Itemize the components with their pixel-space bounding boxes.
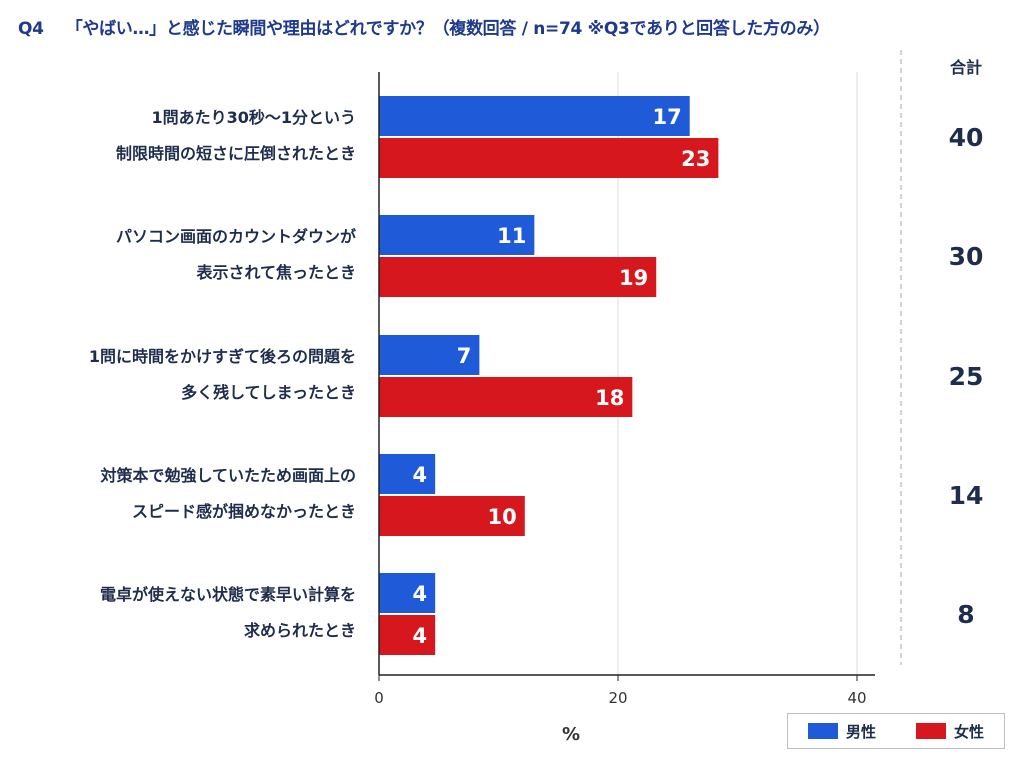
- bar-female-0: [379, 138, 719, 178]
- category-label-0-1: 制限時間の短さに圧倒されたとき: [116, 144, 356, 163]
- bar-female-4: [379, 615, 436, 655]
- category-label-4-0: 電卓が使えない状態で素早い計算を: [100, 585, 356, 604]
- total-value-0: 40: [949, 123, 984, 152]
- bar-female-3: [379, 496, 525, 536]
- bar-value-label-male-3: 4: [413, 463, 428, 487]
- bar-value-label-male-4: 4: [413, 582, 428, 606]
- legend-item-male: 男性: [807, 721, 876, 742]
- category-label-3-0: 対策本で勉強していたため画面上の: [99, 466, 356, 485]
- bar-value-label-female-2: 18: [595, 386, 624, 410]
- total-value-2: 25: [949, 362, 984, 391]
- category-label-0-0: 1問あたり30秒〜1分という: [151, 108, 356, 127]
- category-label-3-1: スピード感が掴めなかったとき: [132, 502, 356, 521]
- bar-male-3: [379, 454, 436, 494]
- bar-value-label-female-4: 4: [413, 624, 428, 648]
- legend-item-female: 女性: [915, 721, 984, 742]
- bar-male-2: [379, 335, 480, 375]
- bar-value-label-female-3: 10: [488, 505, 517, 529]
- category-label-1-0: パソコン画面のカウントダウンが: [116, 227, 356, 246]
- legend-swatch-male: [807, 723, 838, 739]
- bar-value-label-male-1: 11: [497, 224, 526, 248]
- category-label-1-1: 表示されて焦ったとき: [195, 263, 356, 282]
- bar-value-label-male-2: 7: [457, 344, 472, 368]
- legend: 男性 女性: [787, 713, 1005, 749]
- legend-label-female: 女性: [953, 722, 984, 741]
- bar-male-4: [379, 573, 436, 613]
- x-axis-label: %: [562, 724, 580, 745]
- bar-female-1: [379, 257, 657, 297]
- bar-male-1: [379, 215, 535, 255]
- bar-value-label-male-0: 17: [652, 105, 681, 129]
- chart-title: Q4 「やばい…」と感じた瞬間や理由はどれですか？（複数回答 / n=74 ※Q3…: [18, 14, 830, 39]
- category-label-2-0: 1問に時間をかけすぎて後ろの問題を: [89, 347, 356, 366]
- total-value-3: 14: [949, 481, 984, 510]
- total-value-4: 8: [957, 600, 974, 629]
- bar-male-0: [379, 96, 690, 136]
- category-label-4-1: 求められたとき: [244, 621, 356, 640]
- total-column-header: 合計: [949, 58, 982, 77]
- bar-value-label-female-1: 19: [619, 266, 648, 290]
- bar-value-label-female-0: 23: [681, 147, 710, 171]
- total-value-1: 30: [949, 242, 984, 271]
- x-tick-label-40: 40: [847, 689, 866, 707]
- category-label-2-1: 多く残してしまったとき: [181, 383, 356, 402]
- question-text: 「やばい…」と感じた瞬間や理由はどれですか？（複数回答 / n=74 ※Q3であ…: [65, 19, 830, 39]
- question-number: Q4: [18, 19, 44, 39]
- legend-swatch-female: [915, 723, 946, 739]
- x-tick-label-0: 0: [374, 689, 384, 707]
- x-tick-label-20: 20: [608, 689, 627, 707]
- legend-label-male: 男性: [845, 722, 876, 741]
- bar-female-2: [379, 377, 633, 417]
